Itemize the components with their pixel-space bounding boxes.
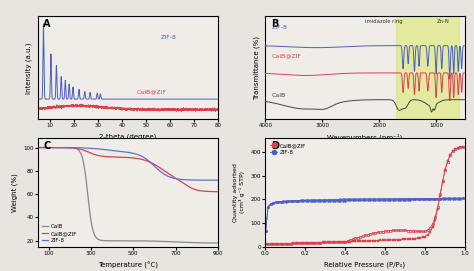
- Text: ZIF-8: ZIF-8: [160, 35, 176, 40]
- ZIF-8: [179, 178, 184, 181]
- Line: ZIF-8: ZIF-8: [38, 147, 218, 180]
- X-axis label: Wavenumbers (nm⁻¹): Wavenumbers (nm⁻¹): [327, 134, 403, 141]
- Legend: CalB@ZIF, ZIF-8: CalB@ZIF, ZIF-8: [268, 141, 308, 157]
- CalB: [215, 241, 221, 245]
- Legend: CalB, CalB@ZIF, ZIF-8: CalB, CalB@ZIF, ZIF-8: [41, 223, 78, 244]
- CalB@ZIF: [175, 178, 181, 182]
- Text: ZIF-8: ZIF-8: [272, 25, 287, 30]
- Text: imidazole ring: imidazole ring: [365, 19, 402, 24]
- CalB@ZIF: [159, 167, 164, 170]
- CalB@ZIF: [114, 155, 120, 159]
- CalB: [179, 241, 184, 244]
- Text: D: D: [272, 141, 279, 151]
- CalB: [54, 146, 59, 149]
- Y-axis label: Quantity adsorbed
(cm³ g⁻¹ STP): Quantity adsorbed (cm³ g⁻¹ STP): [233, 163, 245, 222]
- CalB@ZIF: [215, 190, 221, 193]
- Y-axis label: Weight (%): Weight (%): [11, 173, 18, 212]
- ZIF-8: [159, 171, 164, 174]
- CalB: [114, 239, 120, 243]
- CalB@ZIF: [54, 146, 59, 149]
- Y-axis label: Intensity (a.u.): Intensity (a.u.): [26, 42, 32, 93]
- Bar: [396, 6, 459, 119]
- ZIF-8: [35, 146, 41, 149]
- CalB@ZIF: [108, 155, 114, 159]
- CalB: [175, 240, 181, 244]
- X-axis label: Relative Pressure (P/P₀): Relative Pressure (P/P₀): [324, 261, 406, 268]
- Text: CalB: CalB: [272, 93, 286, 98]
- ZIF-8: [215, 179, 221, 182]
- Text: Zn-N: Zn-N: [437, 19, 449, 24]
- X-axis label: Temperature (°C): Temperature (°C): [98, 261, 158, 269]
- ZIF-8: [175, 178, 181, 181]
- Line: CalB@ZIF: CalB@ZIF: [38, 147, 218, 192]
- Y-axis label: Transmittance (%): Transmittance (%): [254, 36, 260, 100]
- Text: CalB@ZIF: CalB@ZIF: [272, 53, 301, 59]
- Text: CalB@ZIF: CalB@ZIF: [137, 89, 167, 95]
- ZIF-8: [54, 146, 59, 149]
- Text: B: B: [272, 19, 279, 29]
- X-axis label: 2-theta (degree): 2-theta (degree): [99, 134, 157, 140]
- Text: A: A: [43, 19, 51, 29]
- ZIF-8: [114, 149, 120, 153]
- CalB: [108, 239, 114, 243]
- CalB: [159, 240, 164, 243]
- Line: CalB: CalB: [38, 147, 218, 243]
- ZIF-8: [108, 149, 114, 152]
- CalB@ZIF: [179, 180, 184, 184]
- CalB: [35, 146, 41, 149]
- Text: C: C: [43, 141, 51, 151]
- CalB@ZIF: [35, 146, 41, 149]
